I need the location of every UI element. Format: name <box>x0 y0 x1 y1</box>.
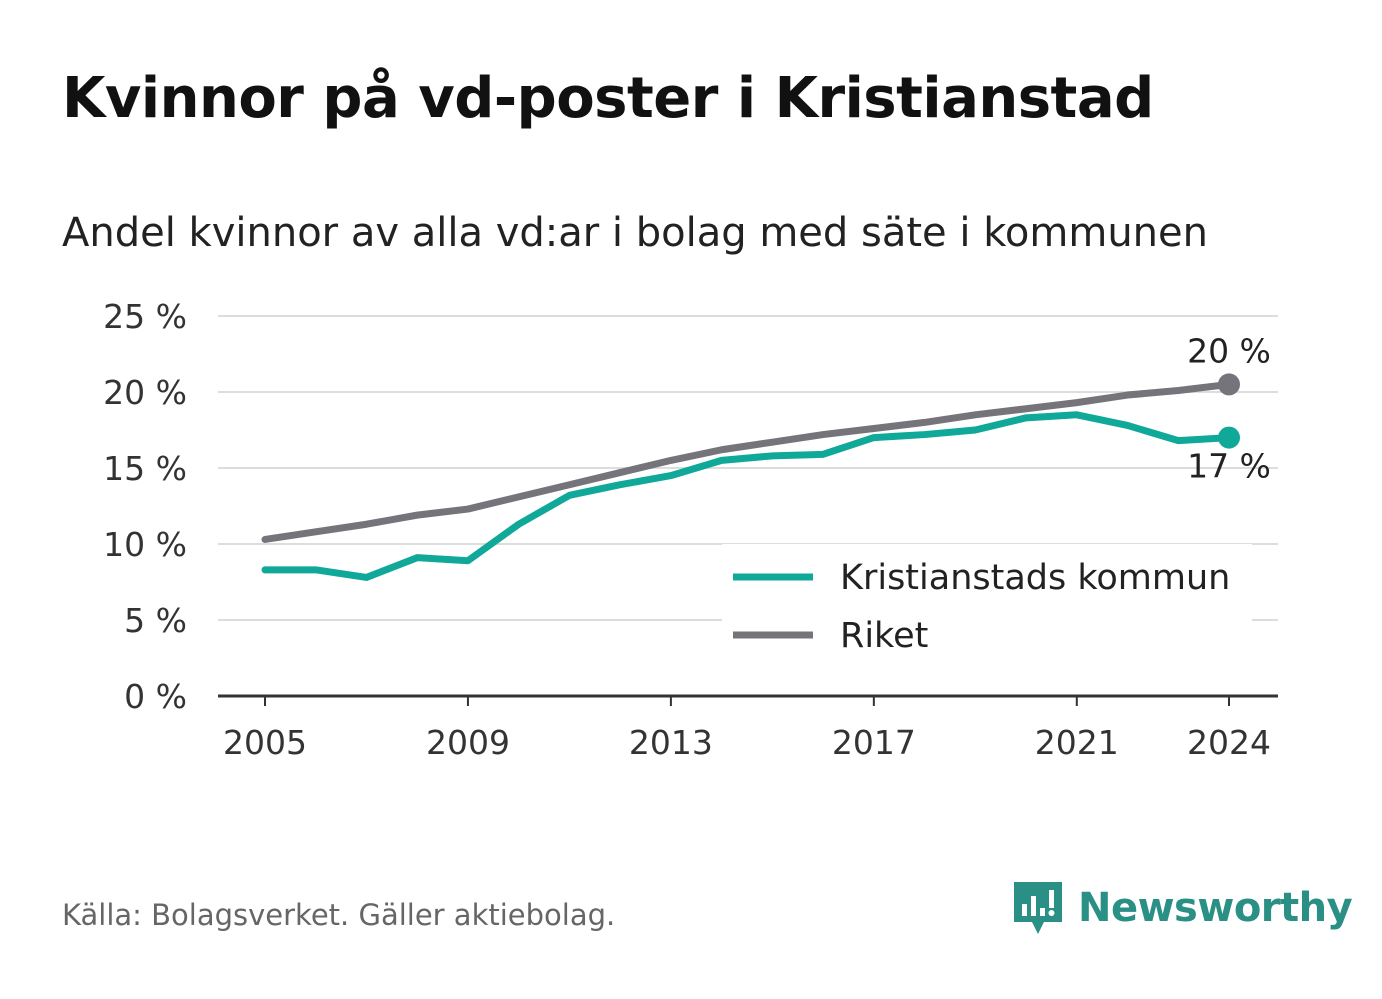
end-point <box>1218 373 1240 396</box>
brand-logo: Newsworthy <box>1010 878 1353 938</box>
legend-label: Kristianstads kommun <box>840 558 1230 598</box>
series-lines <box>261 373 1240 581</box>
source-note: Källa: Bolagsverket. Gäller aktiebolag. <box>62 898 616 932</box>
x-tick-label: 2005 <box>223 723 307 762</box>
end-value-label: 17 % <box>1187 447 1271 486</box>
series-line <box>261 411 1233 581</box>
chart-subtitle: Andel kvinnor av alla vd:ar i bolag med … <box>62 210 1208 256</box>
legend-label: Riket <box>840 616 928 656</box>
y-tick-label: 20 % <box>103 373 187 412</box>
y-tick-label: 0 % <box>124 677 187 716</box>
y-tick-label: 25 % <box>103 297 187 336</box>
x-tick-label: 2021 <box>1035 723 1119 762</box>
y-axis-ticks: 0 % 5 % 10 % 15 % 20 % 25 % <box>103 297 187 716</box>
x-tick-label: 2013 <box>629 723 713 762</box>
y-tick-label: 5 % <box>124 601 187 640</box>
end-value-label: 20 % <box>1187 331 1271 370</box>
end-point <box>1218 426 1240 449</box>
chart-title: Kvinnor på vd-poster i Kristianstad <box>62 66 1154 131</box>
newsworthy-logo-icon <box>1014 882 1062 934</box>
x-tick-label: 2009 <box>426 723 510 762</box>
brand-name: Newsworthy <box>1078 885 1353 931</box>
x-axis-ticks: 2005 2009 2013 2017 2021 2024 <box>223 696 1271 762</box>
x-tick-label: 2017 <box>832 723 916 762</box>
x-tick-label: 2024 <box>1187 723 1271 762</box>
end-labels: 17 % 20 % <box>1187 331 1271 485</box>
y-tick-label: 15 % <box>103 449 187 488</box>
y-tick-label: 10 % <box>103 525 187 564</box>
legend: Kristianstads kommun Riket <box>722 544 1252 664</box>
legend-background <box>722 544 1252 664</box>
series-line <box>261 380 1233 543</box>
